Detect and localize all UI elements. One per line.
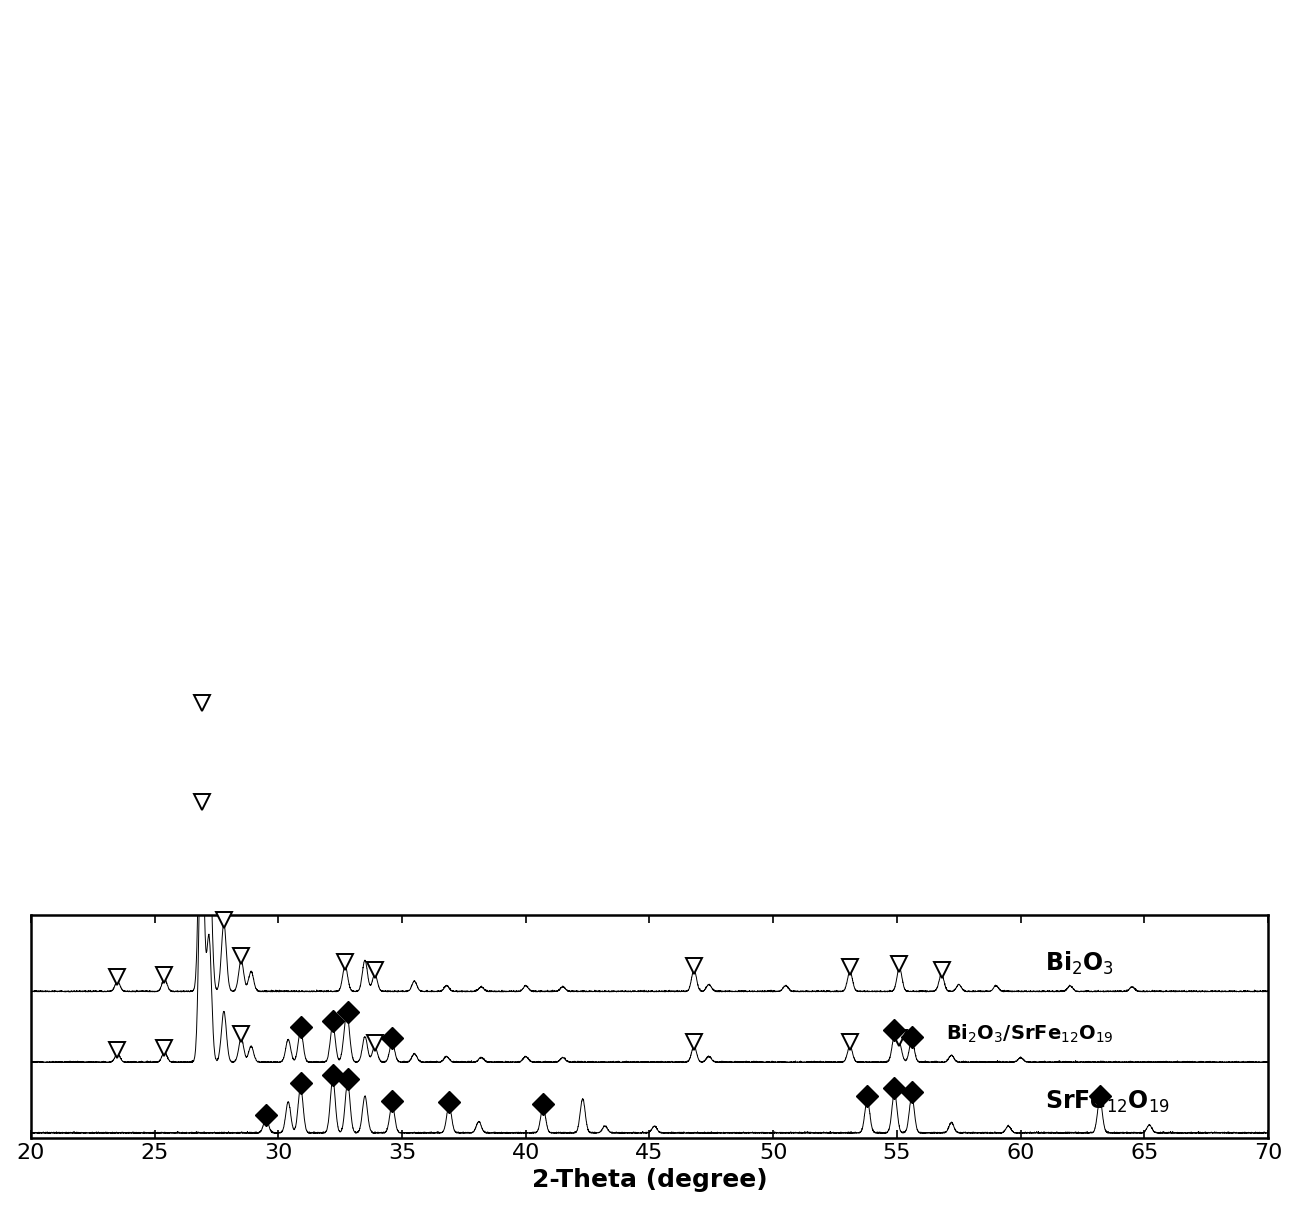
Text: SrFe$_{12}$O$_{19}$: SrFe$_{12}$O$_{19}$ — [1046, 1089, 1170, 1116]
Text: Bi$_2$O$_3$: Bi$_2$O$_3$ — [1046, 950, 1115, 977]
Text: Bi$_2$O$_3$/SrFe$_{12}$O$_{19}$: Bi$_2$O$_3$/SrFe$_{12}$O$_{19}$ — [947, 1023, 1115, 1046]
X-axis label: 2-Theta (degree): 2-Theta (degree) — [531, 1168, 768, 1192]
